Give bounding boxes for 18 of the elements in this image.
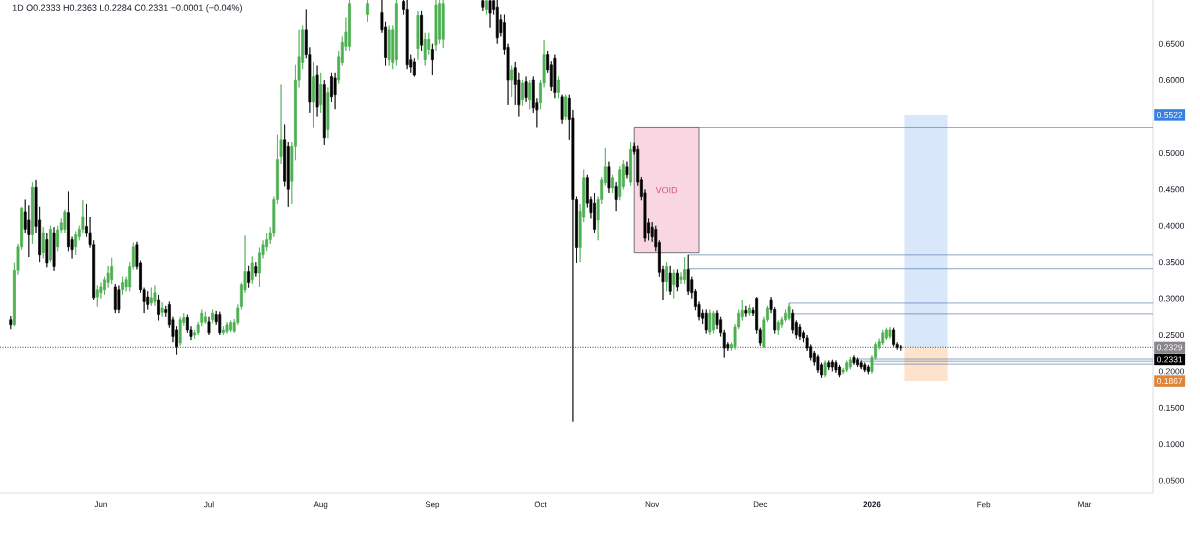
y-tick-label: 0.2329 [1157, 344, 1183, 351]
y-tick-label: 0.0500 [1158, 477, 1185, 484]
y-tick-label: 0.3000 [1158, 295, 1185, 302]
y-tick-label: 0.6500 [1158, 40, 1185, 47]
y-tick-label: 0.4000 [1158, 222, 1185, 229]
series-label: VOID [655, 186, 678, 194]
ref-line-label: 0.2331 [1157, 356, 1183, 363]
y-tick-label: 0.2000 [1158, 368, 1185, 375]
y-tick-label: 0.1500 [1158, 404, 1185, 411]
y-tick-label: 0.4500 [1158, 186, 1185, 193]
y-tick-label: 0.1867 [1157, 378, 1183, 385]
y-tick-label: 0.2500 [1158, 331, 1185, 338]
y-tick-label: 0.1000 [1158, 441, 1185, 448]
y-tick-label: 0.5522 [1157, 111, 1183, 118]
y-tick-label: 0.3500 [1158, 259, 1185, 266]
y-tick-label: 0.5000 [1158, 149, 1185, 156]
y-tick-label: 0.6000 [1158, 77, 1185, 84]
chart-title: 1D O0.2333 H0.2363 L0.2284 C0.2331 −0.0001 (−0.04%) [12, 4, 242, 13]
